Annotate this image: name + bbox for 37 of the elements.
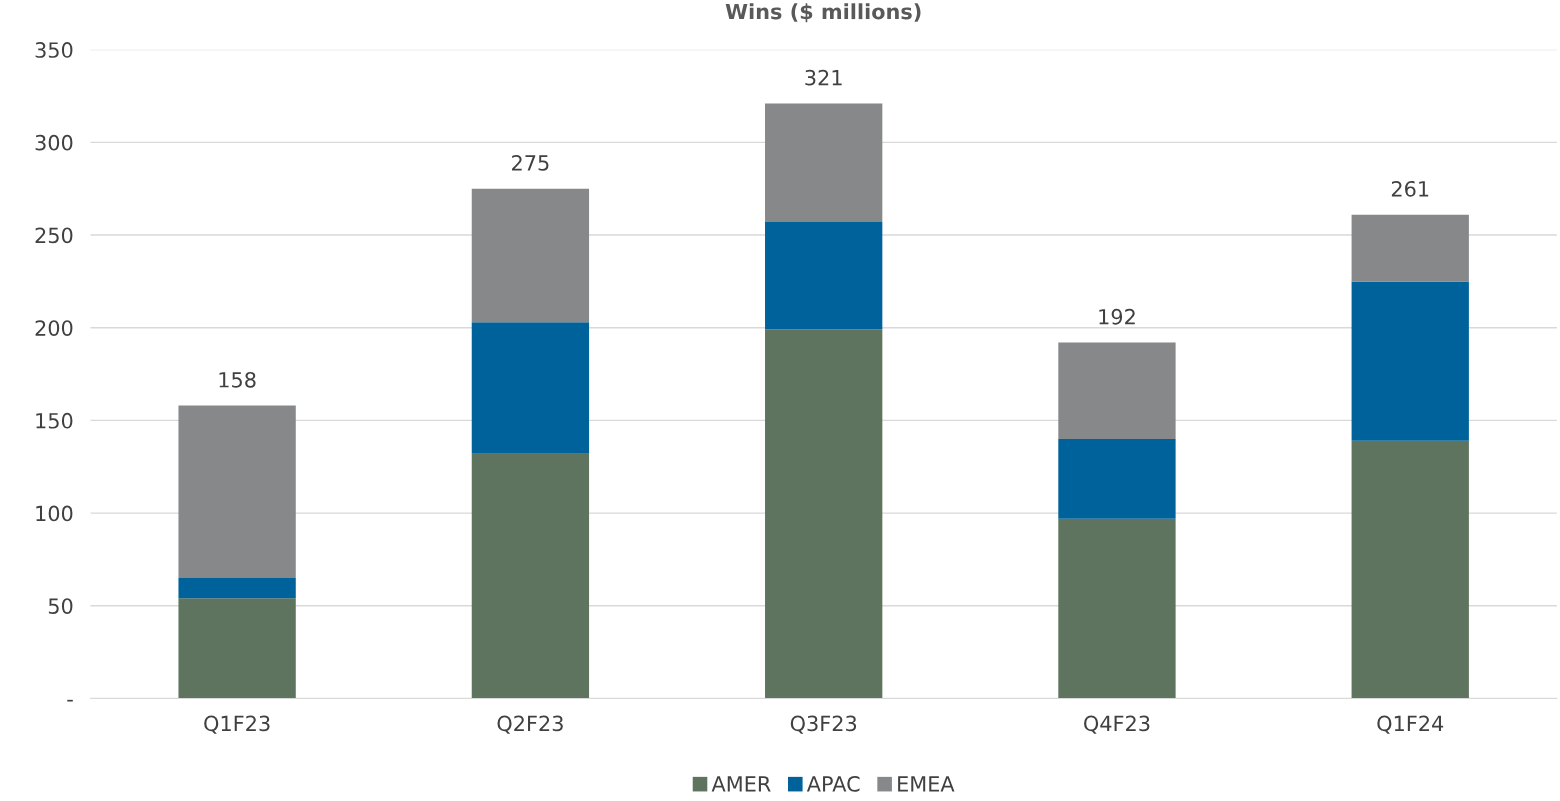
- x-tick-label: Q4F23: [1084, 715, 1150, 734]
- bar: [178, 598, 296, 699]
- bar: [765, 103, 883, 223]
- legend-label: EMEA: [898, 776, 955, 792]
- y-tick-label: -: [67, 699, 73, 702]
- bar: [1351, 281, 1469, 441]
- bar: [1351, 214, 1469, 282]
- bar: [765, 329, 883, 699]
- y-tick-label: 350: [35, 42, 73, 58]
- x-tick-label: Q1F24: [1377, 715, 1444, 734]
- total-label: 158: [219, 371, 256, 388]
- bar: [471, 188, 590, 323]
- y-tick-label: 150: [36, 412, 73, 429]
- bar: [1351, 440, 1469, 699]
- bar: [1058, 438, 1176, 519]
- total-label: 261: [1391, 180, 1429, 197]
- y-tick-label: 50: [48, 598, 73, 614]
- y-tick-label: 300: [35, 134, 73, 151]
- total-label: 275: [512, 155, 549, 171]
- bar: [765, 222, 883, 330]
- bar: [471, 453, 590, 699]
- x-tick-label: Q3F23: [790, 715, 857, 734]
- bar: [178, 577, 296, 599]
- legend-label: AMER: [711, 776, 771, 792]
- total-label: 192: [1099, 308, 1135, 325]
- total-label: 321: [805, 69, 842, 86]
- y-tick-label: 250: [35, 227, 73, 244]
- chart-title: Wins ($ millions): [725, 3, 921, 23]
- y-tick-label: 200: [35, 320, 73, 336]
- x-tick-label: Q1F23: [204, 715, 270, 734]
- x-tick-label: Q2F23: [497, 715, 563, 734]
- legend-label: APAC: [806, 775, 860, 792]
- y-tick-label: 100: [36, 505, 73, 522]
- bar: [471, 322, 590, 454]
- bar: [178, 405, 296, 578]
- bar: [1058, 518, 1176, 699]
- bar: [1058, 342, 1176, 439]
